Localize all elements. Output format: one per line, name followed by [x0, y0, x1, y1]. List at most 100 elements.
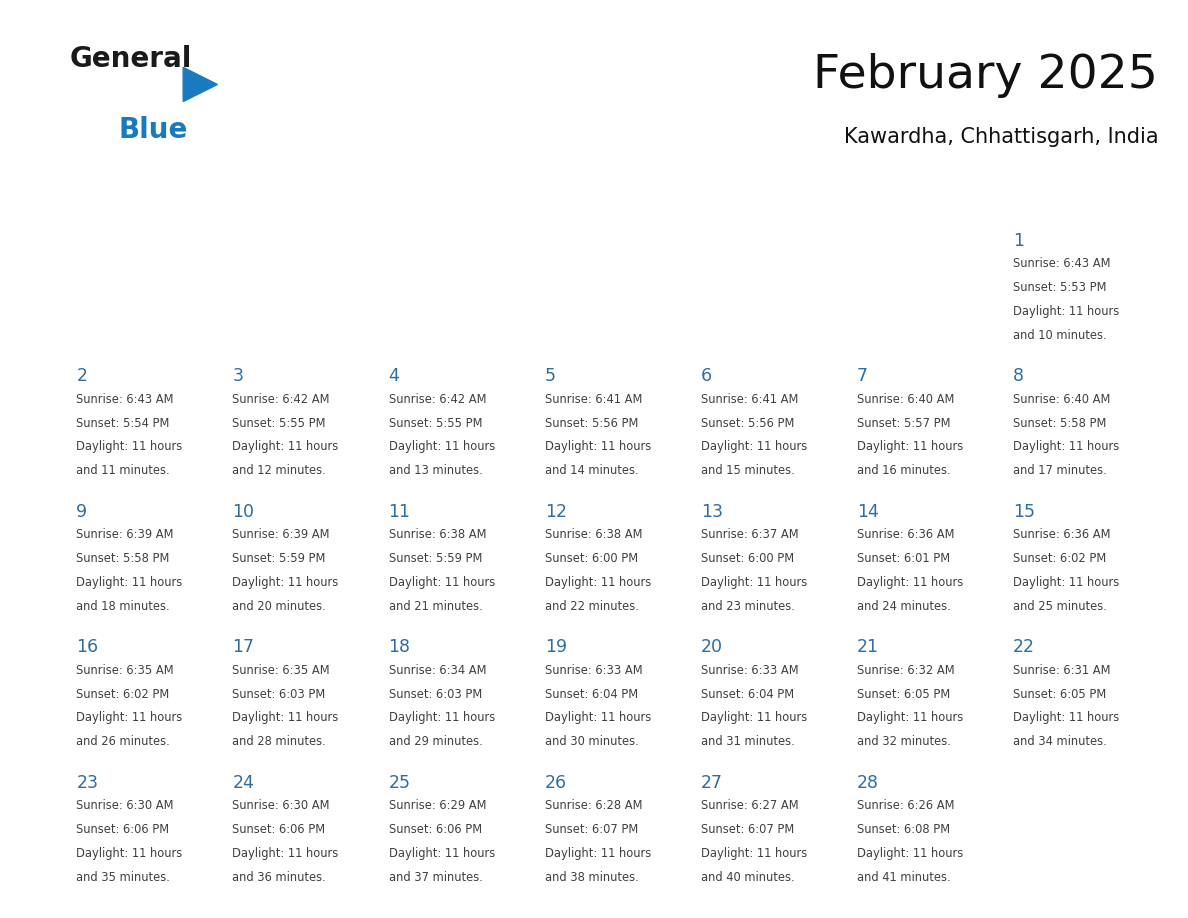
Text: Daylight: 11 hours: Daylight: 11 hours [233, 846, 339, 860]
Text: Daylight: 11 hours: Daylight: 11 hours [76, 711, 183, 724]
Text: 17: 17 [233, 638, 254, 656]
Text: Sunrise: 6:38 AM: Sunrise: 6:38 AM [544, 529, 643, 542]
Text: Sunrise: 6:30 AM: Sunrise: 6:30 AM [233, 800, 330, 812]
Text: 24: 24 [233, 774, 254, 791]
Text: Sunset: 6:03 PM: Sunset: 6:03 PM [388, 688, 482, 700]
Text: Daylight: 11 hours: Daylight: 11 hours [388, 441, 494, 453]
Text: 12: 12 [544, 503, 567, 521]
Text: 20: 20 [701, 638, 722, 656]
Text: Sunset: 6:06 PM: Sunset: 6:06 PM [388, 823, 481, 836]
Text: 14: 14 [857, 503, 879, 521]
Text: Sunset: 5:53 PM: Sunset: 5:53 PM [1013, 281, 1106, 294]
Text: Sunrise: 6:41 AM: Sunrise: 6:41 AM [701, 393, 798, 406]
Text: Sunrise: 6:37 AM: Sunrise: 6:37 AM [701, 529, 798, 542]
Text: Daylight: 11 hours: Daylight: 11 hours [544, 711, 651, 724]
Text: Sunrise: 6:36 AM: Sunrise: 6:36 AM [1013, 529, 1111, 542]
Text: General: General [69, 45, 191, 73]
Text: Sunset: 6:08 PM: Sunset: 6:08 PM [857, 823, 950, 836]
Text: Daylight: 11 hours: Daylight: 11 hours [388, 711, 494, 724]
Text: 28: 28 [857, 774, 879, 791]
Text: Daylight: 11 hours: Daylight: 11 hours [701, 441, 807, 453]
Text: and 21 minutes.: and 21 minutes. [388, 599, 482, 612]
Text: and 36 minutes.: and 36 minutes. [233, 870, 327, 883]
Text: 15: 15 [1013, 503, 1035, 521]
Polygon shape [183, 67, 217, 102]
Text: Sunrise: 6:42 AM: Sunrise: 6:42 AM [388, 393, 486, 406]
Text: Daylight: 11 hours: Daylight: 11 hours [544, 576, 651, 588]
Text: Kawardha, Chhattisgarh, India: Kawardha, Chhattisgarh, India [843, 127, 1158, 147]
Text: Sunset: 5:58 PM: Sunset: 5:58 PM [76, 552, 170, 565]
Text: and 16 minutes.: and 16 minutes. [857, 464, 950, 477]
Text: and 28 minutes.: and 28 minutes. [233, 735, 327, 748]
Text: Wednesday: Wednesday [544, 191, 638, 206]
Text: 13: 13 [701, 503, 722, 521]
Text: 21: 21 [857, 638, 879, 656]
Text: 18: 18 [388, 638, 411, 656]
Text: Daylight: 11 hours: Daylight: 11 hours [857, 846, 963, 860]
Text: Tuesday: Tuesday [388, 191, 454, 206]
Text: Sunrise: 6:32 AM: Sunrise: 6:32 AM [857, 664, 955, 677]
Text: and 24 minutes.: and 24 minutes. [857, 599, 950, 612]
Text: Sunset: 6:00 PM: Sunset: 6:00 PM [544, 552, 638, 565]
Text: and 31 minutes.: and 31 minutes. [701, 735, 795, 748]
Text: and 13 minutes.: and 13 minutes. [388, 464, 482, 477]
Text: and 17 minutes.: and 17 minutes. [1013, 464, 1107, 477]
Text: Sunrise: 6:36 AM: Sunrise: 6:36 AM [857, 529, 954, 542]
Text: Sunrise: 6:29 AM: Sunrise: 6:29 AM [388, 800, 486, 812]
Text: Sunrise: 6:40 AM: Sunrise: 6:40 AM [857, 393, 954, 406]
Text: Saturday: Saturday [1013, 191, 1086, 206]
Text: Sunset: 6:03 PM: Sunset: 6:03 PM [233, 688, 326, 700]
Text: 26: 26 [544, 774, 567, 791]
Text: Sunrise: 6:31 AM: Sunrise: 6:31 AM [1013, 664, 1111, 677]
Text: Sunset: 6:04 PM: Sunset: 6:04 PM [701, 688, 794, 700]
Text: and 40 minutes.: and 40 minutes. [701, 870, 795, 883]
Text: Sunrise: 6:39 AM: Sunrise: 6:39 AM [233, 529, 330, 542]
Text: 2: 2 [76, 367, 87, 386]
Text: Sunset: 5:56 PM: Sunset: 5:56 PM [544, 417, 638, 430]
Text: Daylight: 11 hours: Daylight: 11 hours [701, 711, 807, 724]
Text: Daylight: 11 hours: Daylight: 11 hours [544, 441, 651, 453]
Text: 1: 1 [1013, 231, 1024, 250]
Text: Sunset: 6:04 PM: Sunset: 6:04 PM [544, 688, 638, 700]
Text: and 30 minutes.: and 30 minutes. [544, 735, 638, 748]
Text: Sunrise: 6:42 AM: Sunrise: 6:42 AM [233, 393, 330, 406]
Text: 6: 6 [701, 367, 712, 386]
Text: Sunset: 6:01 PM: Sunset: 6:01 PM [857, 552, 950, 565]
Text: Sunset: 5:56 PM: Sunset: 5:56 PM [701, 417, 795, 430]
Text: Sunset: 5:59 PM: Sunset: 5:59 PM [233, 552, 326, 565]
Text: Sunrise: 6:27 AM: Sunrise: 6:27 AM [701, 800, 798, 812]
Text: Sunset: 5:55 PM: Sunset: 5:55 PM [233, 417, 326, 430]
Text: Daylight: 11 hours: Daylight: 11 hours [1013, 441, 1119, 453]
Text: Thursday: Thursday [701, 191, 776, 206]
Text: Daylight: 11 hours: Daylight: 11 hours [701, 846, 807, 860]
Text: and 29 minutes.: and 29 minutes. [388, 735, 482, 748]
Text: 7: 7 [857, 367, 868, 386]
Text: Sunset: 5:55 PM: Sunset: 5:55 PM [388, 417, 482, 430]
Text: Sunrise: 6:28 AM: Sunrise: 6:28 AM [544, 800, 643, 812]
Text: and 23 minutes.: and 23 minutes. [701, 599, 795, 612]
Text: Sunrise: 6:34 AM: Sunrise: 6:34 AM [388, 664, 486, 677]
Text: Sunrise: 6:33 AM: Sunrise: 6:33 AM [701, 664, 798, 677]
Text: and 35 minutes.: and 35 minutes. [76, 870, 170, 883]
Text: and 32 minutes.: and 32 minutes. [857, 735, 950, 748]
Text: Sunset: 6:05 PM: Sunset: 6:05 PM [1013, 688, 1106, 700]
Text: Sunset: 5:59 PM: Sunset: 5:59 PM [388, 552, 482, 565]
Text: Sunrise: 6:43 AM: Sunrise: 6:43 AM [1013, 257, 1111, 271]
Text: Sunset: 6:05 PM: Sunset: 6:05 PM [857, 688, 950, 700]
Text: and 15 minutes.: and 15 minutes. [701, 464, 795, 477]
Text: Daylight: 11 hours: Daylight: 11 hours [1013, 576, 1119, 588]
Text: Sunrise: 6:35 AM: Sunrise: 6:35 AM [233, 664, 330, 677]
Text: 9: 9 [76, 503, 88, 521]
Text: and 26 minutes.: and 26 minutes. [76, 735, 170, 748]
Text: and 11 minutes.: and 11 minutes. [76, 464, 170, 477]
Text: Daylight: 11 hours: Daylight: 11 hours [233, 576, 339, 588]
Text: and 25 minutes.: and 25 minutes. [1013, 599, 1107, 612]
Text: and 37 minutes.: and 37 minutes. [388, 870, 482, 883]
Text: and 41 minutes.: and 41 minutes. [857, 870, 950, 883]
Text: and 22 minutes.: and 22 minutes. [544, 599, 639, 612]
Text: February 2025: February 2025 [814, 53, 1158, 98]
Text: Sunrise: 6:40 AM: Sunrise: 6:40 AM [1013, 393, 1111, 406]
Text: Sunrise: 6:35 AM: Sunrise: 6:35 AM [76, 664, 173, 677]
Text: Sunset: 5:58 PM: Sunset: 5:58 PM [1013, 417, 1106, 430]
Text: Daylight: 11 hours: Daylight: 11 hours [233, 711, 339, 724]
